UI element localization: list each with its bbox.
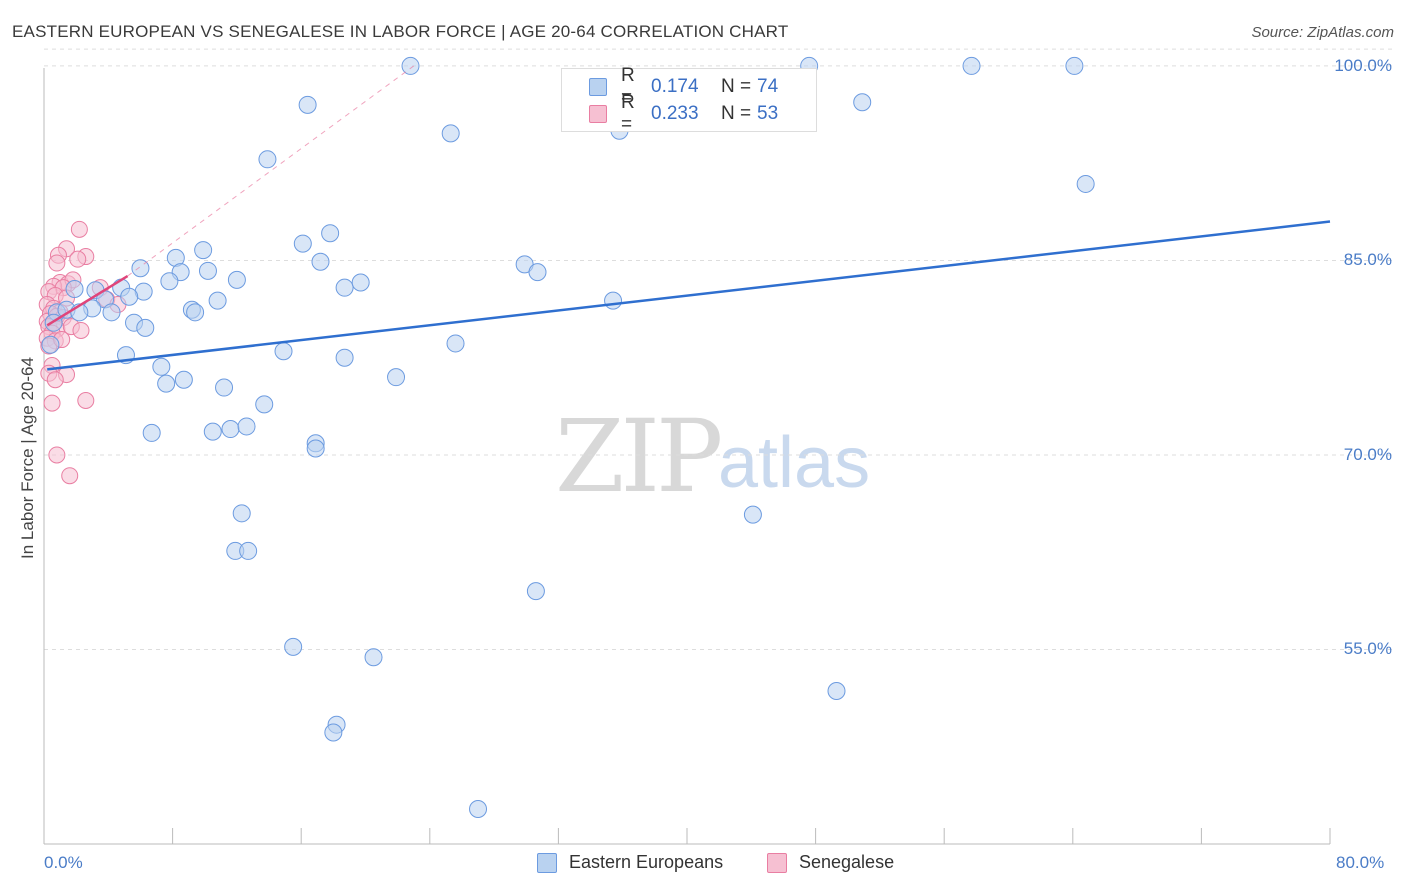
source-label: Source: ZipAtlas.com — [1251, 24, 1394, 41]
eastern-europeans-point — [239, 541, 258, 560]
grid-lines — [44, 48, 1392, 650]
legend-row-senegalese: R = 0.233 N = 53 — [562, 92, 779, 135]
legend-n-value: 53 — [757, 103, 779, 124]
eastern-europeans-point — [284, 637, 303, 656]
bottom-legend-senegalese[interactable]: Senegalese — [767, 852, 894, 873]
eastern-europeans-point — [401, 56, 420, 75]
legend-r-value: 0.233 — [651, 103, 699, 124]
eastern-europeans-point — [255, 395, 274, 414]
eastern-europeans-point — [194, 241, 213, 260]
y-tick-label: 70.0% — [1343, 444, 1392, 464]
senegalese-point — [77, 392, 95, 410]
y-tick-label: 100.0% — [1334, 55, 1392, 75]
legend-r-label: R = — [621, 92, 635, 135]
eastern-europeans-point — [274, 342, 293, 361]
bottom-legend-eastern-europeans[interactable]: Eastern Europeans — [537, 852, 723, 873]
eastern-europeans-point — [604, 291, 623, 310]
watermark-zip: ZIP — [555, 398, 723, 515]
stats-legend: R = 0.174 N = 74 R = 0.233 N = 53 — [561, 65, 817, 135]
eastern-europeans-point — [827, 681, 846, 700]
eastern-europeans-point — [321, 224, 340, 243]
eastern-europeans-trend-line — [47, 220, 1331, 371]
eastern-europeans-point — [306, 439, 325, 458]
eastern-europeans-point — [1065, 56, 1084, 75]
eastern-europeans-point — [351, 273, 370, 292]
legend-n-value: 74 — [757, 76, 779, 97]
axes — [43, 68, 1331, 845]
eastern-europeans-point — [232, 504, 251, 523]
senegalese-point — [61, 467, 79, 485]
senegalese-point — [43, 394, 61, 412]
legend-r-value: 0.174 — [651, 76, 699, 97]
bottom-legend-swatch-pink — [767, 852, 787, 873]
bottom-legend-label: Eastern Europeans — [569, 852, 724, 872]
eastern-europeans-point — [215, 378, 234, 397]
eastern-europeans-point — [335, 348, 354, 367]
senegalese-point — [46, 371, 64, 389]
senegalese-point — [48, 254, 66, 272]
trend-lines — [46, 65, 1331, 371]
senegalese-point — [70, 220, 88, 238]
eastern-europeans-point — [102, 303, 121, 322]
eastern-europeans-point — [41, 335, 60, 354]
senegalese-point — [69, 250, 87, 268]
y-axis-label: In Labor Force | Age 20-64 — [18, 357, 37, 559]
senegalese-point — [72, 321, 90, 339]
chart-title: EASTERN EUROPEAN VS SENEGALESE IN LABOR … — [12, 22, 789, 41]
eastern-europeans-point — [142, 423, 161, 442]
legend-row-eastern-europeans: R = 0.174 N = 74 — [562, 65, 779, 108]
eastern-europeans-point — [335, 278, 354, 297]
eastern-europeans-point — [293, 234, 312, 253]
eastern-europeans-point — [174, 370, 193, 389]
eastern-europeans-point — [160, 272, 179, 291]
eastern-europeans-point — [227, 270, 246, 289]
y-tick-label: 55.0% — [1343, 639, 1392, 659]
watermark-atlas: atlas — [718, 423, 871, 503]
eastern-europeans-point — [962, 56, 981, 75]
eastern-europeans-point — [324, 723, 343, 742]
legend-r-label: R = — [621, 65, 635, 108]
eastern-europeans-point — [469, 799, 488, 818]
senegalese-trend-line — [46, 274, 129, 327]
eastern-europeans-point — [528, 263, 547, 282]
eastern-europeans-point — [1076, 174, 1095, 193]
senegalese-trend-extension — [127, 65, 415, 277]
legend-swatch-blue — [589, 78, 607, 96]
eastern-europeans-point — [65, 279, 84, 298]
eastern-europeans-point — [298, 95, 317, 114]
eastern-europeans-point — [198, 261, 217, 280]
eastern-europeans-point — [221, 420, 240, 439]
legend-n-label: N = — [721, 103, 752, 124]
eastern-europeans-point — [526, 582, 545, 601]
eastern-europeans-point — [120, 287, 139, 306]
x-tick-label-min: 0.0% — [44, 853, 83, 872]
eastern-europeans-point — [387, 368, 406, 387]
eastern-europeans-point — [208, 291, 227, 310]
eastern-europeans-point — [311, 252, 330, 271]
eastern-europeans-point — [157, 374, 176, 393]
bottom-legend-label: Senegalese — [799, 852, 895, 872]
eastern-europeans-points — [41, 56, 1095, 818]
legend-n-label: N = — [721, 76, 752, 97]
eastern-europeans-point — [364, 648, 383, 667]
eastern-europeans-point — [152, 357, 171, 376]
eastern-europeans-point — [186, 303, 205, 322]
eastern-europeans-point — [441, 124, 460, 143]
senegalese-point — [48, 446, 66, 464]
eastern-europeans-point — [203, 422, 222, 441]
eastern-europeans-point — [853, 93, 872, 112]
legend-swatch-pink — [589, 105, 607, 123]
eastern-europeans-point — [446, 334, 465, 353]
bottom-legend-swatch-blue — [537, 852, 557, 873]
eastern-europeans-point — [743, 505, 762, 524]
eastern-europeans-point — [258, 150, 277, 169]
x-tick-label-max: 80.0% — [1336, 853, 1385, 872]
eastern-europeans-point — [136, 318, 155, 337]
y-tick-label: 85.0% — [1343, 250, 1392, 270]
eastern-europeans-point — [237, 417, 256, 436]
